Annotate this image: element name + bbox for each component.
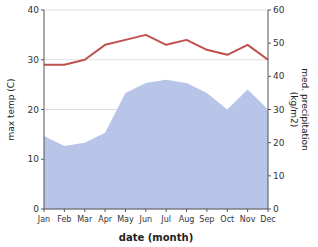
y2-tick-label: 40 bbox=[273, 71, 285, 81]
x-tick bbox=[105, 209, 106, 212]
x-tick-label: Apr bbox=[98, 215, 113, 224]
x-tick-label: Dec bbox=[260, 215, 275, 224]
y-tick-label: 40 bbox=[28, 5, 40, 15]
y2-tick-label: 20 bbox=[273, 138, 285, 148]
x-tick-label: Feb bbox=[57, 215, 71, 224]
y2-tick-label: 50 bbox=[273, 38, 285, 48]
y-tick bbox=[41, 109, 44, 110]
y2-tick-label: 60 bbox=[273, 5, 285, 15]
page: {"chart_data": {"type": "line", "x_label… bbox=[0, 0, 318, 247]
y-tick bbox=[41, 159, 44, 160]
label-line: (kg/m2) bbox=[289, 92, 299, 127]
x-tick-label: Aug bbox=[179, 215, 195, 224]
x-tick-label: Jan bbox=[37, 215, 50, 224]
y-tick bbox=[41, 10, 44, 11]
y2-tick bbox=[268, 142, 271, 143]
y-tick bbox=[41, 59, 44, 60]
y2-tick bbox=[268, 43, 271, 44]
y-tick-label: 10 bbox=[28, 154, 40, 164]
y2-tick bbox=[268, 76, 271, 77]
x-tick-label: Jul bbox=[160, 215, 171, 224]
y-tick-label: 20 bbox=[28, 105, 40, 115]
x-tick bbox=[64, 209, 65, 212]
x-tick-label: Oct bbox=[220, 215, 234, 224]
x-tick-label: Sep bbox=[199, 215, 214, 224]
x-tick bbox=[166, 209, 167, 212]
x-tick bbox=[186, 209, 187, 212]
x-tick bbox=[206, 209, 207, 212]
x-tick bbox=[145, 209, 146, 212]
y-tick-label: 30 bbox=[28, 55, 40, 65]
x-tick bbox=[268, 209, 269, 212]
grid-line bbox=[44, 209, 268, 210]
x-tick bbox=[247, 209, 248, 212]
y2-tick-label: 10 bbox=[273, 171, 285, 181]
y2-tick-label: 30 bbox=[273, 105, 285, 115]
y-tick-label: 0 bbox=[33, 204, 39, 214]
x-tick bbox=[44, 209, 45, 212]
x-tick bbox=[84, 209, 85, 212]
line bbox=[44, 35, 268, 65]
x-tick bbox=[227, 209, 228, 212]
x-tick-label: Mar bbox=[77, 215, 93, 224]
x-axis-line bbox=[44, 209, 268, 210]
x-tick-label: May bbox=[117, 215, 134, 224]
y2-tick-label: 0 bbox=[273, 204, 279, 214]
x-tick-label: Nov bbox=[240, 215, 256, 224]
label-line: med. precipitation bbox=[300, 68, 310, 150]
x-axis-label: date (month) bbox=[119, 232, 193, 243]
x-tick-label: Jun bbox=[139, 215, 153, 224]
chart: 0 10 20 30 40 0 10 20 30 40 50 60 Jan Feb Mar Apr May Jun… bbox=[0, 0, 318, 247]
area bbox=[44, 80, 268, 209]
y-axis-label: max temp (C) bbox=[6, 78, 16, 140]
chart-container: 0 10 20 30 40 0 10 20 30 40 50 60 Jan Feb Mar Apr May Jun… bbox=[0, 0, 318, 247]
y2-axis-label: med. precipitation(kg/m2) bbox=[289, 68, 310, 150]
grid-line bbox=[44, 10, 268, 11]
y2-tick bbox=[268, 175, 271, 176]
plot-data bbox=[44, 35, 268, 209]
x-tick bbox=[125, 209, 126, 212]
y2-tick bbox=[268, 109, 271, 110]
grid bbox=[44, 10, 268, 209]
y2-tick bbox=[268, 10, 271, 11]
grid-line bbox=[44, 59, 268, 60]
axes: 0 10 20 30 40 0 10 20 30 40 50 60 Jan Feb Mar Apr May Jun… bbox=[28, 5, 285, 224]
